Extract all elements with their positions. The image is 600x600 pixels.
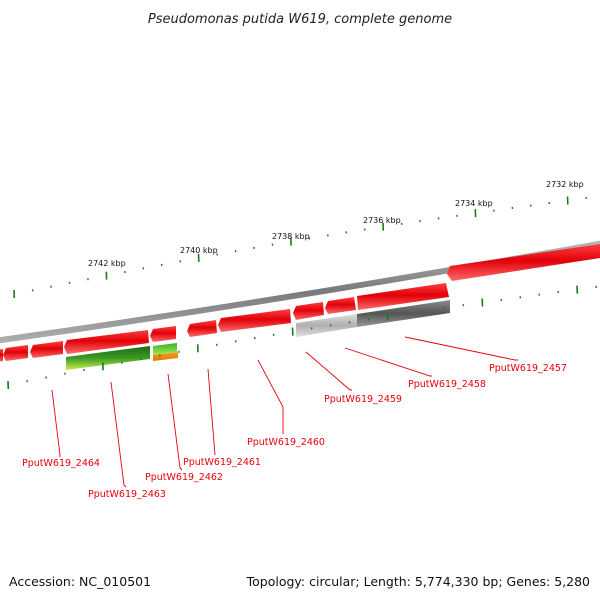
gene-label-2464[interactable]: PputW619_2464 xyxy=(22,458,100,469)
gene-feature-light[interactable] xyxy=(296,314,357,337)
gene-label-2457[interactable]: PputW619_2457 xyxy=(489,363,567,374)
gene-labels: PputW619_2457 PputW619_2458 PputW619_245… xyxy=(22,363,567,500)
accession-text: Accession: NC_010501 xyxy=(9,574,152,589)
scale-label-2738: 2738 kbp xyxy=(272,232,310,241)
gene-track-gray xyxy=(296,300,450,337)
scale-label-2742: 2742 kbp xyxy=(88,259,126,268)
cds-track xyxy=(0,244,600,362)
gene-track-colored xyxy=(66,343,178,370)
callout-line-2457 xyxy=(404,336,518,361)
inner-scale-ticks xyxy=(7,285,597,390)
scale-label-2732: 2732 kbp xyxy=(546,180,584,189)
scale-labels: 2732 kbp 2734 kbp 2736 kbp 2738 kbp 2740… xyxy=(88,180,584,268)
cds-feature[interactable] xyxy=(357,283,449,310)
gene-label-2461[interactable]: PputW619_2461 xyxy=(183,457,261,468)
cds-feature[interactable] xyxy=(30,341,63,358)
cds-feature[interactable] xyxy=(150,326,176,342)
gene-feature-orange[interactable] xyxy=(153,352,178,361)
cds-feature[interactable] xyxy=(325,297,356,314)
genome-summary-text: Topology: circular; Length: 5,774,330 bp… xyxy=(246,574,590,589)
callout-line-2460 xyxy=(257,359,284,434)
gene-feature-green[interactable] xyxy=(66,346,150,370)
cds-feature[interactable] xyxy=(218,309,291,332)
callout-line-2459 xyxy=(305,351,352,391)
scale-label-2740: 2740 kbp xyxy=(180,246,218,255)
callout-line-2462 xyxy=(167,373,183,471)
gene-label-2460[interactable]: PputW619_2460 xyxy=(247,437,325,448)
gene-feature-dark[interactable] xyxy=(357,300,450,327)
cds-feature[interactable] xyxy=(447,244,600,281)
cds-feature[interactable] xyxy=(293,302,324,320)
callout-line-2461 xyxy=(207,368,216,456)
cds-feature[interactable] xyxy=(64,330,149,354)
callout-lines xyxy=(51,336,518,488)
gene-label-2458[interactable]: PputW619_2458 xyxy=(408,379,486,390)
cds-feature[interactable] xyxy=(187,320,217,337)
callout-line-2464 xyxy=(51,389,61,457)
cds-feature[interactable] xyxy=(3,345,28,361)
scale-label-2734: 2734 kbp xyxy=(455,199,493,208)
gene-feature-green-small[interactable] xyxy=(153,343,177,355)
callout-line-2458 xyxy=(344,347,432,377)
outer-scale-ticks xyxy=(13,196,587,299)
callout-line-2463 xyxy=(110,381,127,488)
cds-feature[interactable] xyxy=(0,349,3,362)
gene-label-2463[interactable]: PputW619_2463 xyxy=(88,489,166,500)
gene-label-2462[interactable]: PputW619_2462 xyxy=(145,472,223,483)
scale-label-2736: 2736 kbp xyxy=(363,216,401,225)
map-title: Pseudomonas putida W619, complete genome xyxy=(148,12,452,27)
gene-label-2459[interactable]: PputW619_2459 xyxy=(324,394,402,405)
